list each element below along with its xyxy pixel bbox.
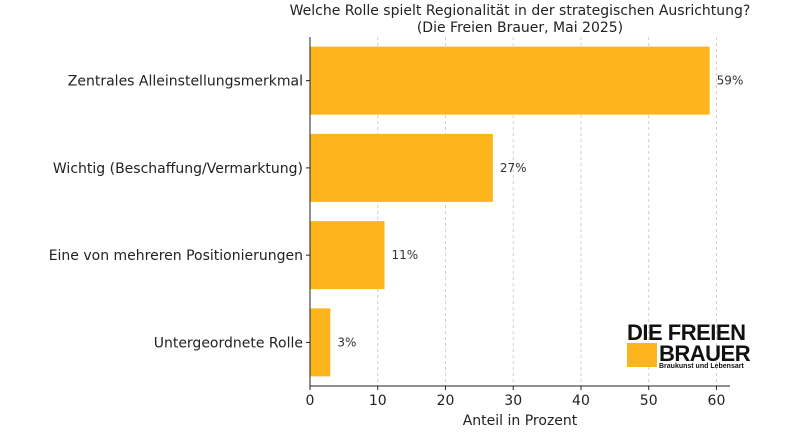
x-tick-label: 60: [708, 393, 726, 409]
category-label: Wichtig (Beschaffung/Vermarktung): [53, 161, 303, 177]
logo-line1: DIE FREIEN: [627, 320, 745, 345]
category-labels: Zentrales Alleinstellungsmerkmal Wichtig …: [49, 74, 310, 351]
logo-accent-square: [627, 343, 657, 367]
value-label: 11%: [392, 248, 419, 262]
grid-lines: [309, 37, 717, 386]
value-labels: 59% 27% 11% 3%: [337, 74, 743, 350]
value-label: 59%: [717, 74, 744, 88]
x-tick-label: 30: [504, 393, 522, 409]
category-label: Eine von mehreren Positionierungen: [49, 248, 303, 264]
x-tick-label: 50: [640, 393, 658, 409]
chart-subtitle: (Die Freien Brauer, Mai 2025): [417, 20, 623, 36]
bars: [310, 46, 710, 377]
value-label: 3%: [337, 335, 356, 349]
value-label: 27%: [500, 161, 527, 175]
x-tick-labels: 0 10 20 30 40 50 60: [306, 386, 726, 409]
x-tick-label: 10: [369, 393, 387, 409]
category-label: Untergeordnete Rolle: [154, 335, 303, 351]
x-tick-label: 40: [572, 393, 590, 409]
category-label: Zentrales Alleinstellungsmerkmal: [68, 74, 303, 90]
logo: DIE FREIEN BRAUER Braukunst und Lebensar…: [627, 320, 751, 370]
chart-title: Welche Rolle spielt Regionalität in der …: [290, 3, 751, 19]
x-tick-label: 0: [306, 393, 315, 409]
x-tick-label: 20: [437, 393, 455, 409]
logo-line2: BRAUER: [659, 341, 751, 366]
logo-tagline: Braukunst und Lebensart: [659, 363, 744, 370]
x-axis-label: Anteil in Prozent: [463, 413, 578, 429]
